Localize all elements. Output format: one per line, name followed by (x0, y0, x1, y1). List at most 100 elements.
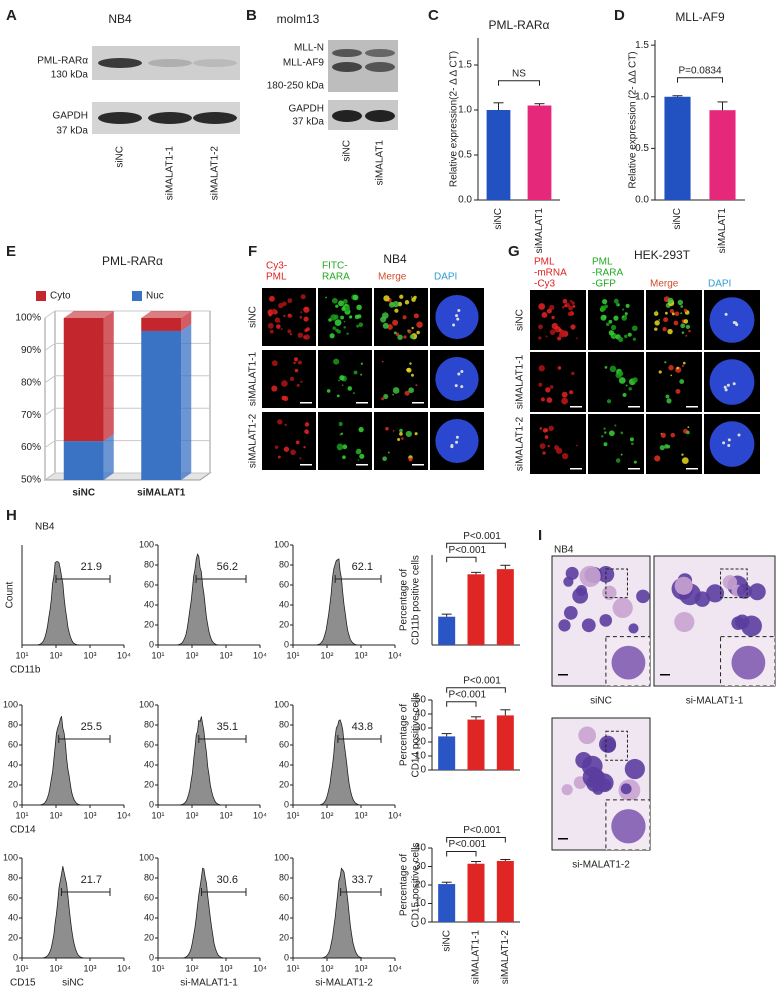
scale-bar (686, 468, 698, 470)
signal-spot (359, 453, 365, 459)
signal-spot (340, 315, 345, 320)
y-tick-label: 20 (8, 779, 18, 789)
signal-spot (662, 327, 667, 332)
bar-segment (141, 318, 182, 331)
signal-spot (664, 361, 667, 364)
signal-spot (557, 336, 562, 341)
y-tick-label: 80 (144, 872, 154, 882)
x-tick-label: 10¹ (286, 810, 299, 820)
signal-spot (406, 367, 412, 373)
y-tick-label: 100 (3, 852, 18, 862)
column-header: -GFP (592, 279, 616, 290)
signal-spot (538, 303, 546, 310)
micrograph (318, 412, 372, 470)
signal-spot (304, 429, 309, 434)
scale-bar (412, 402, 424, 404)
y-tick-label: 20 (8, 932, 18, 942)
y-tick-label: 0 (420, 765, 426, 776)
panel-title: molm13 (277, 12, 320, 26)
signal-spot (336, 443, 344, 451)
condition-label: si-MALAT1-1 (180, 978, 238, 987)
bar-side (181, 311, 192, 331)
cell-line-label: NB4 (554, 545, 574, 556)
signal-spot (338, 300, 344, 307)
signal-spot (609, 365, 617, 373)
signal-spot (538, 382, 543, 387)
bar (467, 574, 485, 645)
signal-spot (567, 311, 572, 317)
signal-spot (393, 331, 397, 335)
y-tick-label: 80 (8, 872, 18, 882)
signal-spot (300, 380, 303, 383)
x-tick-label: 10² (49, 650, 62, 660)
signal-spot (617, 370, 624, 377)
signal-spot (680, 323, 686, 329)
cell (563, 606, 578, 620)
signal-spot (575, 444, 578, 447)
signal-spot (545, 387, 551, 393)
signal-spot (290, 449, 296, 456)
signal-spot (269, 329, 274, 334)
signal-spot (388, 301, 395, 308)
y-tick-label: 1.5 (635, 40, 649, 51)
signal-spot (336, 394, 340, 398)
micrograph (262, 350, 316, 408)
signal-spot (561, 397, 569, 405)
y-tick-label: 40 (8, 912, 18, 922)
signal-spot (538, 324, 543, 330)
bar-top (141, 311, 192, 318)
x-tick-label: 10³ (219, 963, 232, 973)
signal-spot (347, 386, 353, 391)
signal-spot (722, 441, 726, 445)
axis-label: Percentage of (399, 854, 410, 916)
signal-spot (331, 297, 338, 304)
signal-spot (680, 305, 684, 308)
image-label: siNC (590, 696, 612, 707)
signal-spot (282, 301, 287, 307)
scale-bar (628, 468, 640, 470)
y-tick-label: 40 (279, 912, 289, 922)
signal-spot (547, 445, 550, 448)
cell (722, 575, 738, 590)
column-header: PML (266, 272, 287, 283)
cell (628, 623, 639, 634)
signal-spot (624, 312, 628, 316)
signal-spot (614, 424, 617, 427)
signal-spot (342, 455, 346, 460)
y-tick-label: 50 (415, 695, 427, 706)
y-tick-label: 10 (415, 898, 427, 909)
x-tick-label: 10⁴ (253, 810, 267, 820)
cell (731, 616, 745, 630)
signal-spot (332, 326, 336, 330)
signal-spot (727, 444, 731, 448)
signal-spot (668, 364, 674, 371)
x-tick-label: 10² (185, 810, 198, 820)
signal-spot (610, 324, 617, 331)
y-tick-label: 100 (139, 852, 154, 862)
signal-spot (569, 299, 573, 303)
signal-spot (724, 312, 728, 316)
signal-spot (381, 360, 384, 363)
signal-spot (555, 328, 559, 333)
row-label: siMALAT1-1 (248, 351, 259, 406)
signal-spot (392, 319, 399, 326)
signal-spot (354, 314, 360, 320)
lane-label: siNC (342, 140, 353, 162)
y-tick-label: 60 (279, 892, 289, 902)
blot-band (365, 110, 395, 122)
blot-label: MLL-N (294, 43, 324, 54)
signal-spot (289, 376, 295, 381)
y-tick-label: 60 (8, 739, 18, 749)
signal-spot (685, 334, 688, 337)
x-tick-label: 10² (320, 963, 333, 973)
significance-bracket (446, 542, 506, 549)
signal-spot (600, 314, 607, 321)
signal-spot (358, 322, 364, 328)
y-tick-label: 20 (415, 880, 427, 891)
signal-spot (280, 328, 283, 330)
scale-bar (570, 468, 582, 470)
bar (467, 863, 485, 922)
signal-spot (622, 392, 627, 398)
x-tick-label: 10¹ (15, 810, 28, 820)
signal-spot (413, 313, 419, 319)
